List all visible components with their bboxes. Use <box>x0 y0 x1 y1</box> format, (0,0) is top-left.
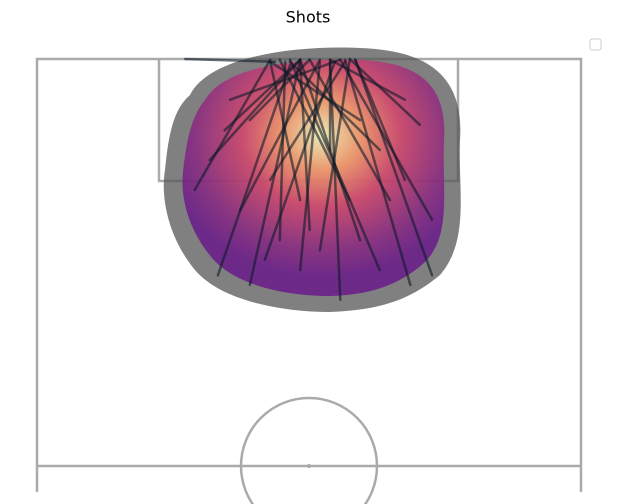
shot-line <box>208 58 302 162</box>
shot-line <box>318 58 352 252</box>
shot-line <box>339 58 434 222</box>
shot-line <box>298 60 322 272</box>
shot-line <box>308 58 392 202</box>
chart-title: Shots <box>286 8 331 27</box>
shot-line <box>268 60 302 202</box>
shot-line <box>278 58 352 202</box>
shot-line <box>343 58 412 287</box>
shot-line <box>348 57 422 127</box>
shot-line <box>278 60 287 242</box>
shot-line <box>268 60 362 122</box>
shot-line <box>193 58 272 192</box>
shot-line <box>223 58 302 132</box>
centre-spot <box>307 464 311 468</box>
shot-line <box>353 58 407 181</box>
shot-line <box>228 58 342 101</box>
shot-line <box>183 57 277 63</box>
legend <box>589 38 602 51</box>
shot-line <box>353 58 434 277</box>
shot-line <box>288 60 381 152</box>
shot-line <box>298 60 311 232</box>
shots <box>183 57 434 302</box>
centre-circle <box>239 396 379 504</box>
kde <box>163 47 461 313</box>
shot-line <box>268 60 347 181</box>
